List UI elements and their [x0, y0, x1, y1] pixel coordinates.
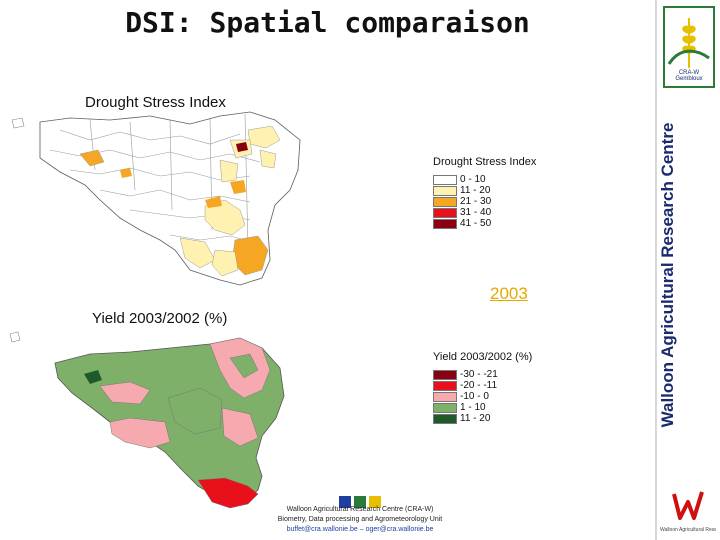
legend-swatch — [433, 218, 457, 229]
wheat-icon — [667, 18, 710, 68]
legend-label: 11 - 20 — [460, 185, 491, 196]
legend-label: -30 - -21 — [460, 369, 498, 380]
footer-green-square — [354, 496, 366, 508]
right-sidebar — [655, 0, 720, 540]
footer-yellow-square — [369, 496, 381, 508]
dsi-legend-title: Drought Stress Index — [433, 156, 537, 168]
legend-swatch — [433, 369, 457, 380]
legend-label: 0 - 10 — [460, 174, 486, 185]
legend-swatch — [433, 207, 457, 218]
dsi-legend: Drought Stress Index 0 - 10 11 - 20 21 -… — [433, 156, 536, 229]
legend-label: -20 - -11 — [460, 380, 498, 391]
yield-legend-row: -30 - -21 — [433, 369, 532, 380]
footer-line-2: Biometry, Data processing and Agrometeor… — [277, 516, 443, 523]
footer-emails: buffet@cra.wallonie.be – oger@cra.wallon… — [286, 526, 434, 533]
yield-section-label: Yield 2003/2002 (%) — [92, 310, 228, 327]
dsi-section-label: Drought Stress Index — [85, 94, 226, 111]
legend-label: -10 - 0 — [460, 391, 489, 402]
legend-swatch — [433, 196, 457, 207]
legend-label: 31 - 40 — [460, 207, 492, 218]
footer-line-1: Walloon Agricultural Research Centre (CR… — [286, 506, 434, 513]
walloon-logo: Walloon Agricultural Research Centre — [660, 488, 716, 534]
cra-w-logo-text: CRA-W Gembloux — [675, 70, 703, 82]
dsi-legend-row: 0 - 10 — [433, 174, 536, 185]
legend-swatch — [433, 391, 457, 402]
legend-swatch — [433, 380, 457, 391]
yield-map — [9, 331, 285, 509]
slide-canvas: DSI: Spatial comparaison Drought Stress … — [9, 6, 537, 535]
yield-legend-title: Yield 2003/2002 (%) — [433, 351, 533, 363]
yield-legend-row: 1 - 10 — [433, 402, 532, 413]
w-logo-icon — [672, 491, 704, 520]
yield-legend-row: -20 - -11 — [433, 380, 532, 391]
legend-swatch — [433, 413, 457, 424]
yield-legend-row: 11 - 20 — [433, 413, 532, 424]
legend-label: 1 - 10 — [460, 402, 486, 413]
yield-legend: Yield 2003/2002 (%) -30 - -21 -20 - -11 … — [433, 351, 532, 424]
vertical-org-name: Walloon Agricultural Research Centre — [658, 122, 677, 428]
legend-swatch — [433, 174, 457, 185]
slide-title: DSI: Spatial comparaison — [125, 6, 530, 39]
dsi-legend-row: 41 - 50 — [433, 218, 536, 229]
dsi-legend-row: 11 - 20 — [433, 185, 536, 196]
legend-swatch — [433, 402, 457, 413]
legend-label: 41 - 50 — [460, 218, 492, 229]
walloon-logo-text: Walloon Agricultural Research Centre — [660, 527, 716, 533]
yield-legend-row: -10 - 0 — [433, 391, 532, 402]
legend-label: 21 - 30 — [460, 196, 492, 207]
cra-w-logo: CRA-W Gembloux — [663, 6, 715, 88]
legend-swatch — [433, 185, 457, 196]
footer-blue-square — [339, 496, 351, 508]
dsi-map — [11, 111, 301, 286]
dsi-legend-row: 31 - 40 — [433, 207, 536, 218]
dsi-legend-row: 21 - 30 — [433, 196, 536, 207]
year-label: 2003 — [490, 284, 528, 303]
legend-label: 11 - 20 — [460, 413, 491, 424]
footer-credits: Walloon Agricultural Research Centre (CR… — [230, 505, 490, 535]
